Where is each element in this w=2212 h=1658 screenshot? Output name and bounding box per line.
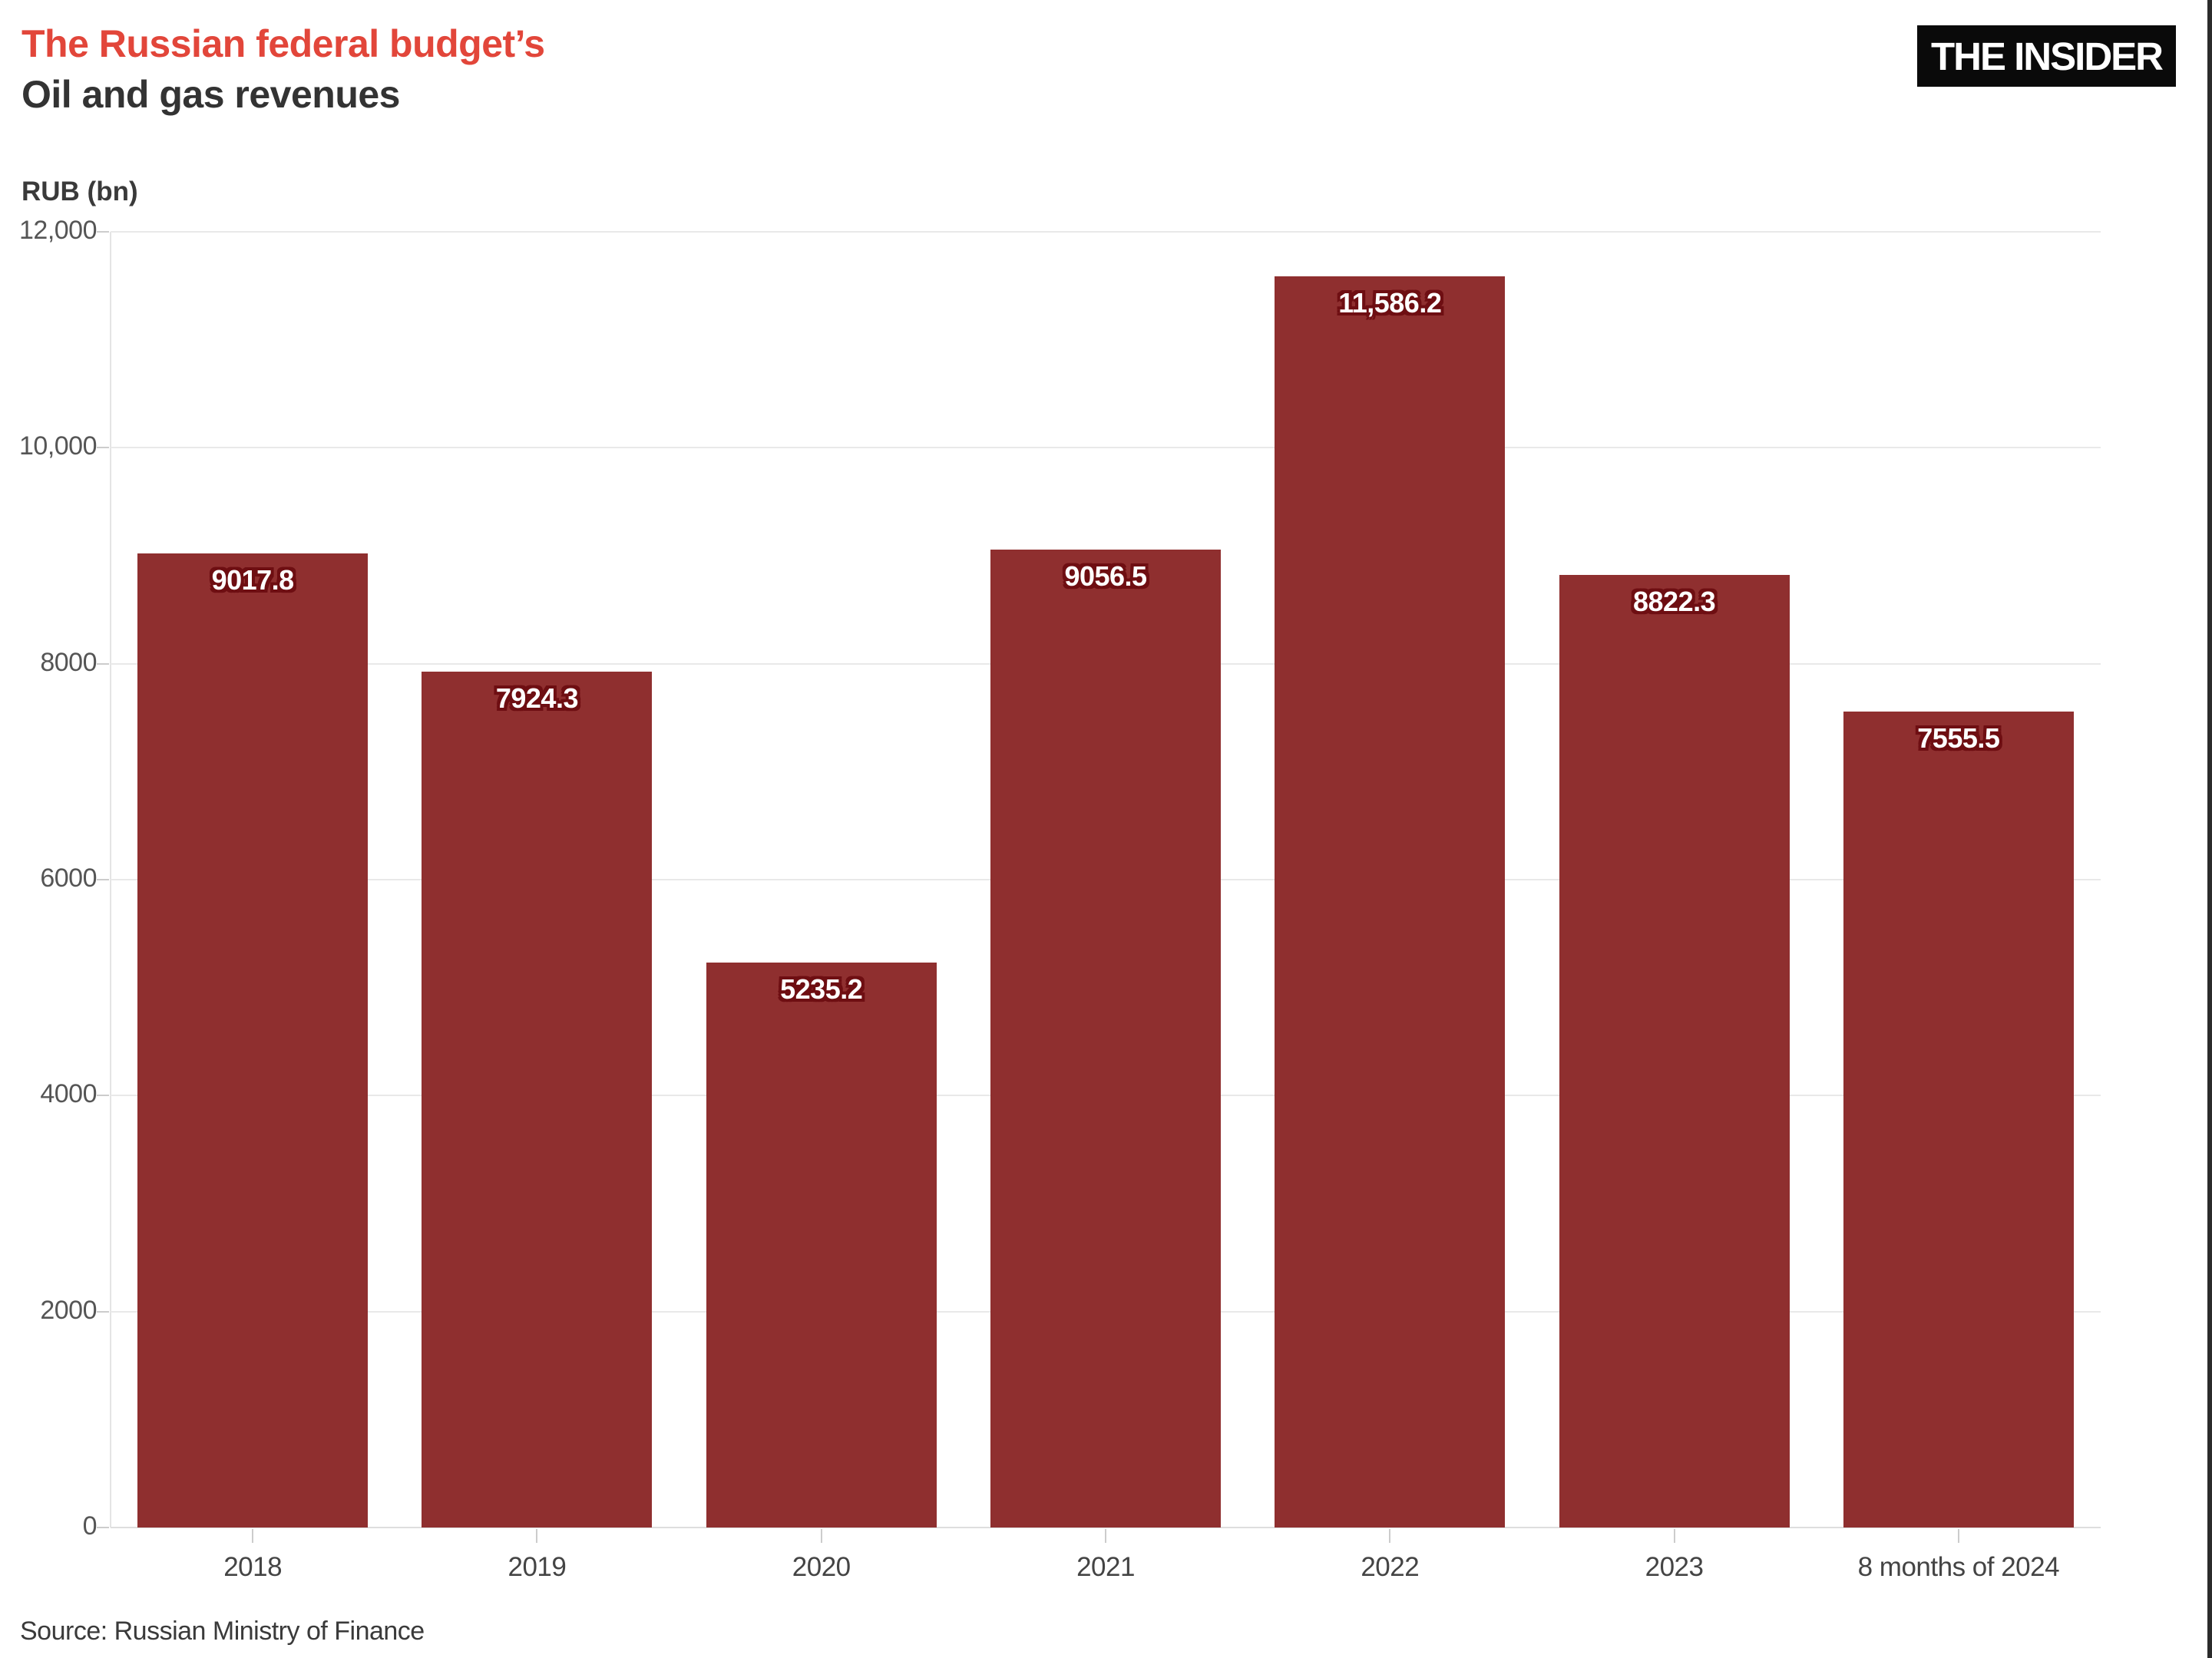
x-axis-label-2021: 2021 xyxy=(1076,1552,1135,1582)
x-tick-mark-8-months-of-2024 xyxy=(1957,1529,1959,1543)
x-axis-label-2020: 2020 xyxy=(792,1552,851,1582)
y-tick-mark-8000 xyxy=(97,662,109,665)
y-tick-label-2000: 2000 xyxy=(40,1295,97,1325)
bar-2018: 9017.8 xyxy=(137,553,369,1528)
bar-value-label-2018: 9017.8 xyxy=(211,564,295,596)
bar-value-label-2019: 7924.3 xyxy=(495,682,579,715)
chart-title-accent: The Russian federal budget’s xyxy=(21,22,545,65)
x-tick-mark-2018 xyxy=(252,1529,254,1543)
bar-8-months-of-2024: 7555.5 xyxy=(1843,712,2074,1528)
x-tick-mark-2022 xyxy=(1389,1529,1391,1543)
bar-2021: 9056.5 xyxy=(990,550,1221,1528)
chart-title-main: Oil and gas revenues xyxy=(21,73,400,116)
bar-value-label-2023: 8822.3 xyxy=(1633,585,1716,617)
y-tick-label-4000: 4000 xyxy=(40,1079,97,1109)
x-axis-label-2019: 2019 xyxy=(508,1552,567,1582)
y-tick-mark-12000 xyxy=(97,231,109,233)
x-axis-label-8-months-of-2024: 8 months of 2024 xyxy=(1857,1552,2060,1582)
x-tick-mark-2021 xyxy=(1105,1529,1106,1543)
the-insider-logo-text: THE INSIDER xyxy=(1930,34,2164,78)
x-tick-mark-2019 xyxy=(536,1529,538,1543)
bar-value-label-2021: 9056.5 xyxy=(1064,560,1147,593)
bar-2019: 7924.3 xyxy=(422,672,653,1528)
the-insider-logo: THE INSIDER xyxy=(1917,25,2176,87)
y-tick-label-12000: 12,000 xyxy=(19,216,98,245)
y-tick-mark-4000 xyxy=(97,1095,109,1097)
bar-2020: 5235.2 xyxy=(706,962,937,1528)
window-right-edge-strip xyxy=(2207,0,2212,1658)
source-note: Source: Russian Ministry of Finance xyxy=(20,1617,425,1646)
gridline-10000 xyxy=(111,447,2101,449)
y-tick-mark-0 xyxy=(97,1527,109,1528)
y-tick-label-0: 0 xyxy=(82,1511,98,1541)
bar-2022: 11,586.2 xyxy=(1275,276,1506,1528)
bar-value-label-2022: 11,586.2 xyxy=(1338,287,1442,319)
gridline-12000 xyxy=(111,231,2101,233)
y-tick-label-6000: 6000 xyxy=(40,864,97,893)
x-tick-mark-2023 xyxy=(1673,1529,1675,1543)
x-axis-baseline xyxy=(111,1527,2101,1528)
bar-value-label-8-months-of-2024: 7555.5 xyxy=(1917,722,2000,755)
x-axis-label-2022: 2022 xyxy=(1361,1552,1420,1582)
y-tick-label-10000: 10,000 xyxy=(19,431,98,461)
y-tick-mark-10000 xyxy=(97,447,109,449)
bar-2023: 8822.3 xyxy=(1559,574,1790,1528)
y-axis-unit-label: RUB (bn) xyxy=(21,177,138,206)
y-tick-mark-2000 xyxy=(97,1310,109,1313)
x-axis-label-2018: 2018 xyxy=(223,1552,283,1582)
bar-value-label-2020: 5235.2 xyxy=(780,973,863,1005)
y-tick-label-8000: 8000 xyxy=(40,647,97,677)
y-tick-mark-6000 xyxy=(97,879,109,880)
x-axis-label-2023: 2023 xyxy=(1645,1552,1704,1582)
x-tick-mark-2020 xyxy=(820,1529,822,1543)
